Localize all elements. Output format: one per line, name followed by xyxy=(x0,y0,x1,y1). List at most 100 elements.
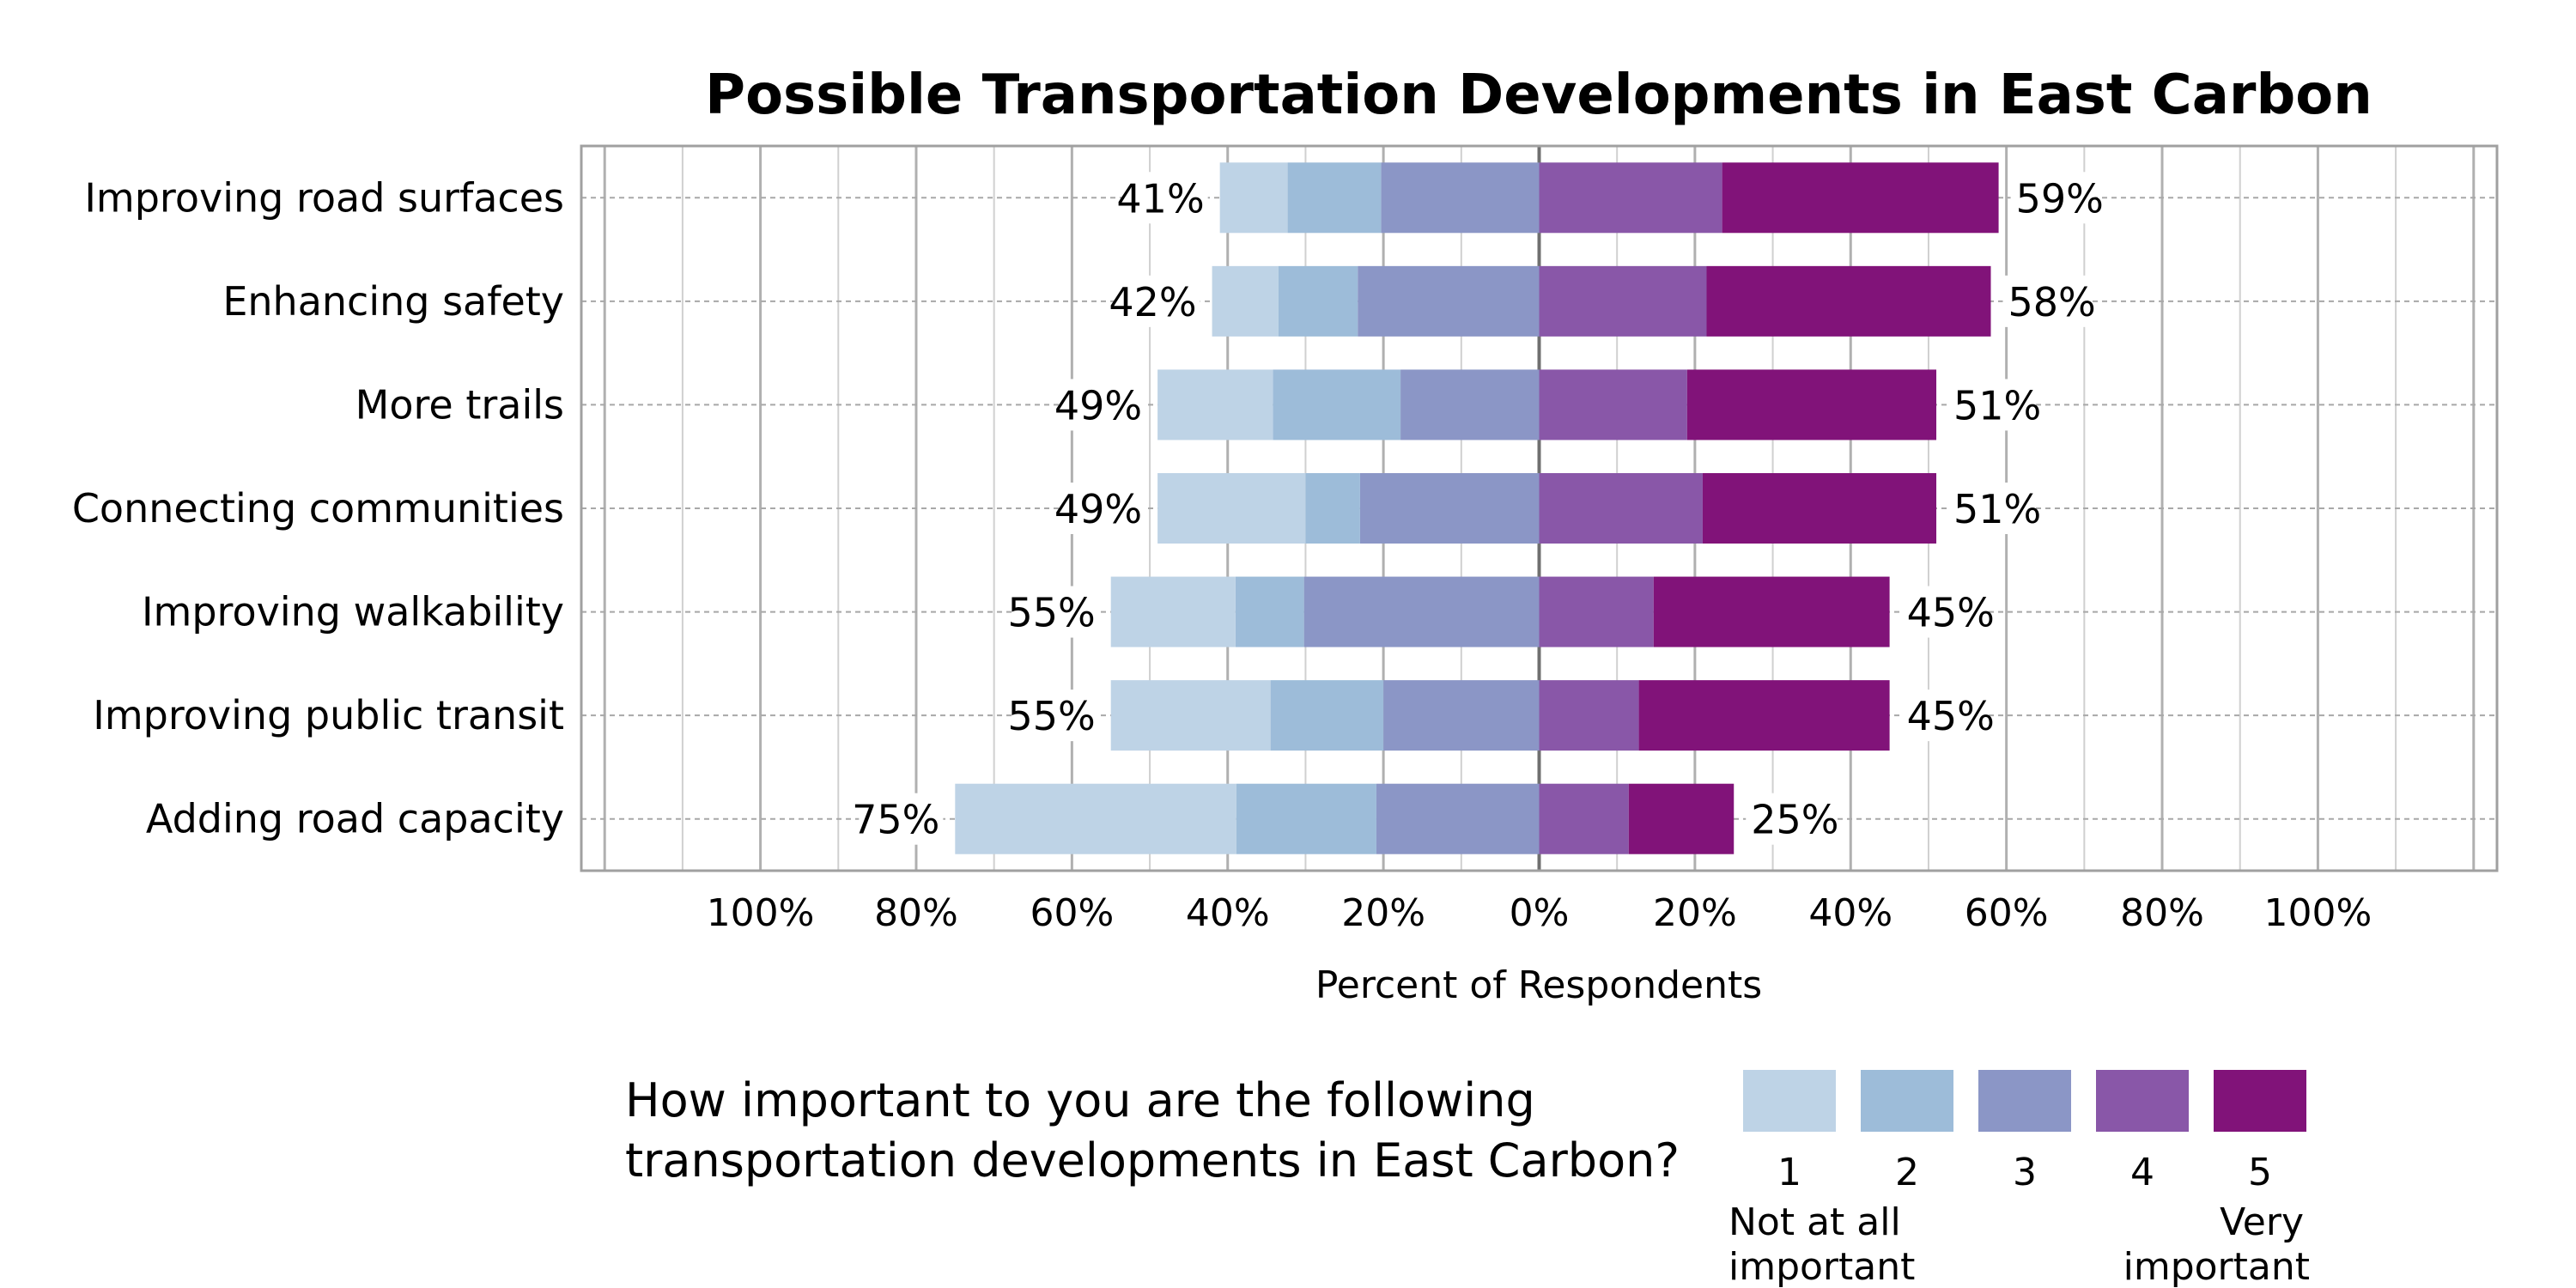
legend-label-3: 3 xyxy=(2013,1151,2037,1194)
bar-segment-3 xyxy=(1303,576,1540,647)
negative-total-label: 75% xyxy=(852,797,939,843)
bar-segment-2 xyxy=(1287,162,1382,234)
negative-total-label: 55% xyxy=(1007,693,1095,739)
bar-segment-3 xyxy=(1358,265,1540,337)
legend-swatch-3 xyxy=(1978,1070,2071,1132)
bar-segment-5 xyxy=(1628,783,1735,854)
bar-segment-5 xyxy=(1686,369,1937,440)
bar-segment-4 xyxy=(1539,162,1722,234)
bar-segment-4 xyxy=(1539,265,1707,337)
positive-total-label: 51% xyxy=(1953,382,2041,428)
bar-segment-3 xyxy=(1400,369,1540,440)
x-tick-label: 60% xyxy=(1965,891,2049,935)
legend-low-anchor-2: important xyxy=(1728,1245,1915,1288)
bar-segment-5 xyxy=(1638,680,1890,751)
chart-title: Possible Transportation Developments in … xyxy=(705,64,2372,127)
positive-total-label: 45% xyxy=(1907,590,1995,636)
category-label: Enhancing safety xyxy=(222,278,564,325)
bar-segment-3 xyxy=(1381,162,1540,234)
x-tick-labels: Improving road surfaces Enhancing safety M… xyxy=(72,174,2372,935)
legend-label-2: 2 xyxy=(1895,1151,1919,1194)
bar-segment-2 xyxy=(1305,473,1360,544)
bar-segment-2 xyxy=(1236,783,1376,854)
x-tick-label: 20% xyxy=(1341,891,1425,935)
label-background xyxy=(859,793,944,845)
x-tick-label: 60% xyxy=(1030,891,1114,935)
bar-segment-1 xyxy=(1212,265,1279,337)
bar-segment-1 xyxy=(955,783,1236,854)
label-background xyxy=(1746,793,1831,845)
positive-total-label: 51% xyxy=(1953,486,2041,532)
bar-segment-3 xyxy=(1359,473,1540,544)
bar-segment-5 xyxy=(1722,162,1999,234)
positive-total-label: 58% xyxy=(2008,279,2096,325)
bar-segment-5 xyxy=(1706,265,1991,337)
x-tick-label: 80% xyxy=(2120,891,2204,935)
label-background xyxy=(2002,275,2087,327)
bar-segment-2 xyxy=(1273,369,1401,440)
label-background xyxy=(1014,586,1099,638)
negative-total-label: 49% xyxy=(1054,382,1142,428)
label-background xyxy=(1014,690,1099,742)
bar-segment-4 xyxy=(1539,783,1629,854)
label-background xyxy=(1061,379,1146,431)
category-label: Improving walkability xyxy=(142,589,564,635)
bar-segment-2 xyxy=(1278,265,1358,337)
negative-total-label: 49% xyxy=(1054,486,1142,532)
bar-segment-2 xyxy=(1235,576,1304,647)
x-tick-label: 100% xyxy=(707,891,815,935)
positive-total-label: 59% xyxy=(2016,175,2104,222)
negative-total-label: 55% xyxy=(1007,590,1095,636)
x-tick-label: 80% xyxy=(874,891,958,935)
label-background xyxy=(1901,690,1986,742)
category-label: Connecting communities xyxy=(72,485,564,532)
plot-frame xyxy=(580,144,2499,872)
label-background xyxy=(1948,379,2033,431)
legend-low-anchor-1: Not at all xyxy=(1728,1200,1901,1244)
category-label: More trails xyxy=(355,381,564,428)
legend: How important to you are the following t… xyxy=(625,1070,2310,1288)
bar-segment-5 xyxy=(1702,473,1937,544)
bar-segment-1 xyxy=(1110,680,1271,751)
category-label: Improving public transit xyxy=(93,692,564,738)
label-background xyxy=(1061,483,1146,534)
bar-segment-1 xyxy=(1157,369,1273,440)
legend-swatch-5 xyxy=(2214,1070,2306,1132)
bar-segment-3 xyxy=(1383,680,1540,751)
x-tick-label: 100% xyxy=(2264,891,2372,935)
bar-segment-3 xyxy=(1376,783,1540,854)
negative-total-label: 41% xyxy=(1116,175,1204,222)
x-tick-label: 40% xyxy=(1186,891,1270,935)
legend-swatch-1 xyxy=(1743,1070,1836,1132)
legend-high-anchor-2: important xyxy=(2123,1245,2310,1288)
bar-segment-1 xyxy=(1157,473,1306,544)
legend-swatch-2 xyxy=(1861,1070,1953,1132)
label-background xyxy=(2010,172,2095,224)
bar-segment-2 xyxy=(1270,680,1384,751)
category-label: Improving road surfaces xyxy=(84,174,564,221)
bar-segment-1 xyxy=(1219,162,1288,234)
negative-total-label: 42% xyxy=(1109,279,1196,325)
bar-segment-4 xyxy=(1539,576,1654,647)
category-label: Adding road capacity xyxy=(146,796,564,842)
legend-label-5: 5 xyxy=(2248,1151,2272,1194)
positive-total-label: 25% xyxy=(1751,797,1838,843)
x-tick-label: 40% xyxy=(1808,891,1893,935)
bar-segment-4 xyxy=(1539,680,1639,751)
legend-question-line-2: transportation developments in East Carb… xyxy=(625,1133,1680,1188)
bar-segment-1 xyxy=(1110,576,1236,647)
bar-segment-4 xyxy=(1539,369,1687,440)
label-background xyxy=(1901,586,1986,638)
legend-question-line-1: How important to you are the following xyxy=(625,1073,1535,1127)
label-background xyxy=(1948,483,2033,534)
label-background xyxy=(1123,172,1208,224)
x-axis-label: Percent of Respondents xyxy=(1315,963,1762,1007)
label-background xyxy=(1115,275,1200,327)
positive-total-label: 45% xyxy=(1907,693,1995,739)
legend-label-4: 4 xyxy=(2130,1151,2154,1194)
bar-segment-4 xyxy=(1539,473,1703,544)
x-tick-label: 0% xyxy=(1510,891,1570,935)
legend-label-1: 1 xyxy=(1777,1151,1801,1194)
x-tick-label: 20% xyxy=(1653,891,1737,935)
